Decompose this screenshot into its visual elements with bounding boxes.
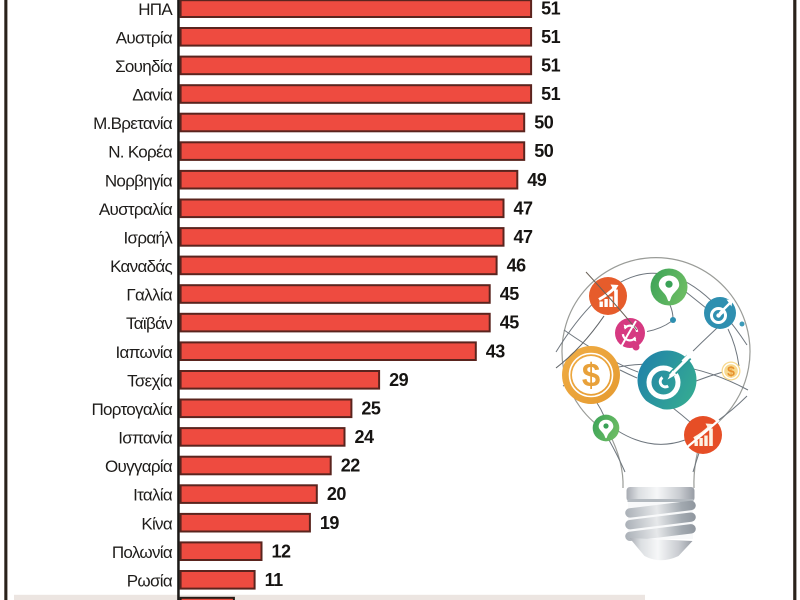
svg-text:$: $: [727, 363, 735, 379]
svg-text:22: 22: [341, 456, 361, 476]
svg-text:20: 20: [327, 484, 347, 504]
svg-text:50: 50: [534, 141, 554, 161]
svg-text:Γαλλία: Γαλλία: [126, 286, 172, 305]
svg-text:45: 45: [500, 313, 520, 333]
svg-text:51: 51: [541, 0, 561, 18]
svg-text:50: 50: [534, 113, 554, 133]
svg-text:24: 24: [355, 427, 375, 447]
svg-text:11: 11: [265, 570, 284, 590]
svg-text:12: 12: [272, 541, 292, 561]
svg-text:45: 45: [500, 284, 520, 304]
svg-text:Αυστραλία: Αυστραλία: [99, 200, 173, 219]
svg-text:$: $: [582, 357, 600, 394]
svg-text:29: 29: [389, 370, 409, 390]
svg-text:Ουγγαρία: Ουγγαρία: [105, 457, 173, 476]
svg-text:47: 47: [514, 198, 534, 218]
svg-text:51: 51: [541, 84, 561, 104]
svg-text:Ρωσία: Ρωσία: [127, 571, 173, 590]
svg-text:Ισραήλ: Ισραήλ: [124, 229, 174, 248]
svg-text:Αυστρία: Αυστρία: [116, 28, 173, 47]
svg-text:Δανία: Δανία: [132, 86, 173, 105]
svg-text:Ιταλία: Ιταλία: [133, 486, 173, 505]
svg-text:51: 51: [541, 56, 561, 76]
svg-text:46: 46: [507, 256, 527, 276]
svg-text:ΗΠΑ: ΗΠΑ: [138, 0, 173, 19]
svg-text:49: 49: [527, 170, 547, 190]
svg-text:Ταϊβάν: Ταϊβάν: [126, 314, 172, 333]
svg-text:Μ.Βρετανία: Μ.Βρετανία: [93, 114, 173, 133]
svg-text:47: 47: [514, 227, 534, 247]
svg-text:Ν. Κορέα: Ν. Κορέα: [108, 143, 173, 162]
svg-text:43: 43: [486, 341, 506, 361]
svg-text:Πορτογαλία: Πορτογαλία: [91, 400, 172, 419]
svg-text:Σουηδία: Σουηδία: [115, 57, 173, 76]
svg-text:Κίνα: Κίνα: [141, 514, 173, 533]
svg-text:51: 51: [541, 27, 561, 47]
svg-text:Ισπανία: Ισπανία: [118, 429, 173, 448]
svg-text:Πολωνία: Πολωνία: [112, 543, 173, 562]
svg-text:19: 19: [320, 513, 340, 533]
svg-text:Τσεχία: Τσεχία: [127, 371, 173, 390]
svg-text:Καναδάς: Καναδάς: [110, 257, 172, 276]
svg-text:25: 25: [361, 398, 381, 418]
svg-text:Νορβηγία: Νορβηγία: [105, 171, 173, 190]
svg-text:Ιαπωνία: Ιαπωνία: [115, 343, 172, 362]
